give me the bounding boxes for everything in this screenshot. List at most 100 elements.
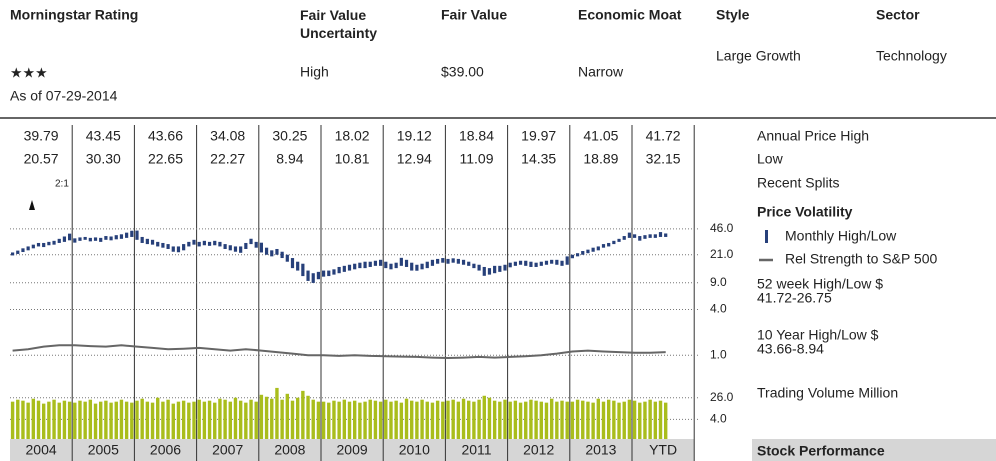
legend-key: [765, 230, 768, 243]
volume-bar: [415, 401, 419, 439]
volume-bar: [233, 397, 238, 439]
volume-bar: [513, 400, 518, 439]
legend-entry: Monthly High/Low: [785, 228, 897, 244]
volume-bar: [591, 402, 595, 439]
volume-bar: [596, 398, 601, 439]
range-bar: [26, 246, 30, 251]
year-label: 2005: [88, 442, 119, 458]
range-bar: [166, 244, 170, 249]
range-bar: [270, 250, 274, 257]
volume-bar: [632, 400, 637, 439]
y-tick-label: 46.0: [710, 221, 734, 235]
side-value: 43.66-8.94: [757, 341, 824, 357]
volume-bar: [456, 401, 461, 439]
side-label: 10 Year High/Low $: [757, 327, 879, 343]
annual-value: 14.35: [521, 151, 556, 167]
range-bar: [555, 259, 559, 265]
range-bar: [617, 238, 621, 242]
range-bar: [627, 232, 632, 238]
range-bar: [399, 257, 403, 266]
volume-bar: [570, 401, 575, 439]
annual-value: 34.08: [210, 128, 245, 144]
range-bar: [534, 262, 538, 267]
range-bar: [264, 247, 269, 255]
range-bar: [643, 235, 647, 239]
volume-bar: [52, 399, 56, 439]
range-bar: [658, 232, 663, 237]
volume-bar: [575, 399, 580, 439]
range-bar: [114, 235, 118, 240]
annual-value: 43.66: [148, 128, 183, 144]
annual-value: 30.30: [86, 151, 121, 167]
range-bar: [544, 260, 549, 265]
volume-bar: [534, 400, 538, 439]
volume-bar: [10, 401, 15, 439]
header-value: Technology: [876, 48, 947, 64]
range-bar: [607, 242, 611, 247]
volume-bar: [295, 397, 300, 439]
volume-bar: [622, 401, 626, 439]
volume-bar: [446, 400, 450, 439]
range-bar: [83, 236, 87, 240]
range-bar: [280, 251, 284, 259]
range-bar: [109, 236, 113, 241]
volume-bar: [342, 399, 347, 439]
range-bar: [306, 270, 310, 281]
volume-bar: [306, 395, 310, 439]
range-bar: [425, 261, 429, 269]
footer-band: [752, 439, 996, 461]
volume-bar: [21, 400, 25, 439]
range-bar: [332, 269, 336, 275]
range-bar: [353, 263, 357, 270]
range-bar: [586, 249, 590, 254]
range-bar: [275, 248, 279, 255]
range-bar: [88, 237, 92, 242]
range-bar: [550, 259, 554, 264]
volume-bar: [135, 400, 139, 439]
volume-bar: [36, 400, 41, 439]
volume-bar: [171, 403, 175, 439]
year-label: 2008: [274, 442, 305, 458]
volume-bar: [378, 401, 383, 439]
volume-bar: [549, 398, 554, 439]
range-bar: [456, 258, 460, 264]
range-bar: [477, 264, 481, 271]
volume-bar: [586, 401, 590, 439]
range-bar: [389, 263, 393, 270]
range-bar: [187, 241, 191, 247]
range-bar: [482, 266, 486, 276]
volume-bar: [389, 401, 393, 439]
volume-bar: [451, 399, 455, 439]
volume-bar: [472, 401, 476, 439]
volume-bar: [301, 390, 305, 439]
range-bar: [311, 273, 315, 283]
volume-bar: [285, 393, 290, 439]
annual-value: 11.09: [460, 151, 494, 167]
volume-bar: [119, 399, 124, 439]
volume-bar: [518, 402, 523, 439]
volume-bar: [223, 399, 227, 439]
volume-bar: [93, 403, 98, 439]
annual-value: 12.94: [397, 151, 432, 167]
range-bar: [285, 254, 289, 262]
range-bar: [150, 239, 155, 245]
volume-bar: [347, 401, 352, 439]
range-bar: [503, 264, 507, 271]
year-label: 2009: [337, 442, 368, 458]
range-bar: [653, 234, 657, 238]
volume-bar: [653, 401, 658, 439]
range-bar: [176, 246, 181, 253]
volume-bar: [601, 401, 606, 439]
range-bar: [125, 232, 129, 238]
volume-bar: [638, 402, 642, 439]
range-bar: [379, 259, 383, 266]
volume-bar: [26, 402, 30, 439]
range-bar: [182, 244, 186, 251]
range-bar: [228, 245, 232, 251]
range-bar: [368, 261, 372, 267]
volume-bar: [524, 401, 528, 439]
range-bar: [233, 246, 238, 252]
range-bar: [358, 262, 362, 269]
header-label: Morningstar Rating: [10, 7, 138, 23]
